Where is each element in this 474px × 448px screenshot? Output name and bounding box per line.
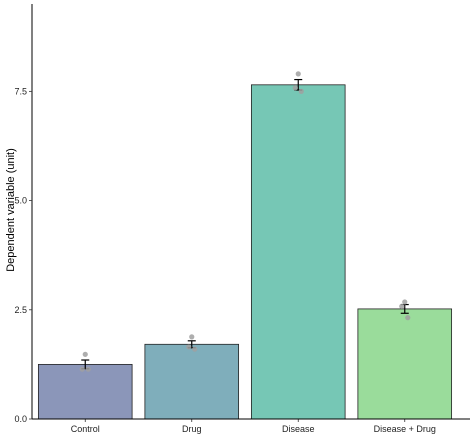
y-tick-label-0: 0.0 [14,414,27,424]
bar-3 [357,308,453,420]
bar-1 [144,343,240,420]
y-axis-title: Dependent variable (unit) [5,148,17,272]
data-point-3-0 [402,299,408,305]
x-tick-label-0: Control [71,424,100,434]
data-point-0-0 [82,351,88,357]
bar-2 [250,84,346,420]
bars-layer [37,84,453,420]
data-point-2-2 [298,88,304,94]
bar-0 [37,363,133,420]
data-point-2-1 [292,85,298,91]
x-tick-label-1: Drug [182,424,202,434]
data-point-0-1 [79,366,85,372]
data-point-2-0 [295,71,301,77]
points-layer [79,71,411,372]
data-point-1-1 [186,344,192,350]
data-point-3-2 [405,315,411,321]
data-point-0-2 [85,366,91,372]
y-tick-label-3: 7.5 [14,86,27,96]
x-tick-label-2: Disease [282,424,315,434]
data-point-1-2 [192,346,198,352]
y-tick-label-1: 2.5 [14,305,27,315]
y-tick-label-2: 5.0 [14,196,27,206]
data-point-1-0 [189,334,195,340]
x-tick-label-3: Disease + Drug [374,424,436,434]
axes-layer: Control Drug Disease Disease + Drug 0.0 2.5 5.… [14,4,470,434]
data-point-3-1 [399,303,405,309]
